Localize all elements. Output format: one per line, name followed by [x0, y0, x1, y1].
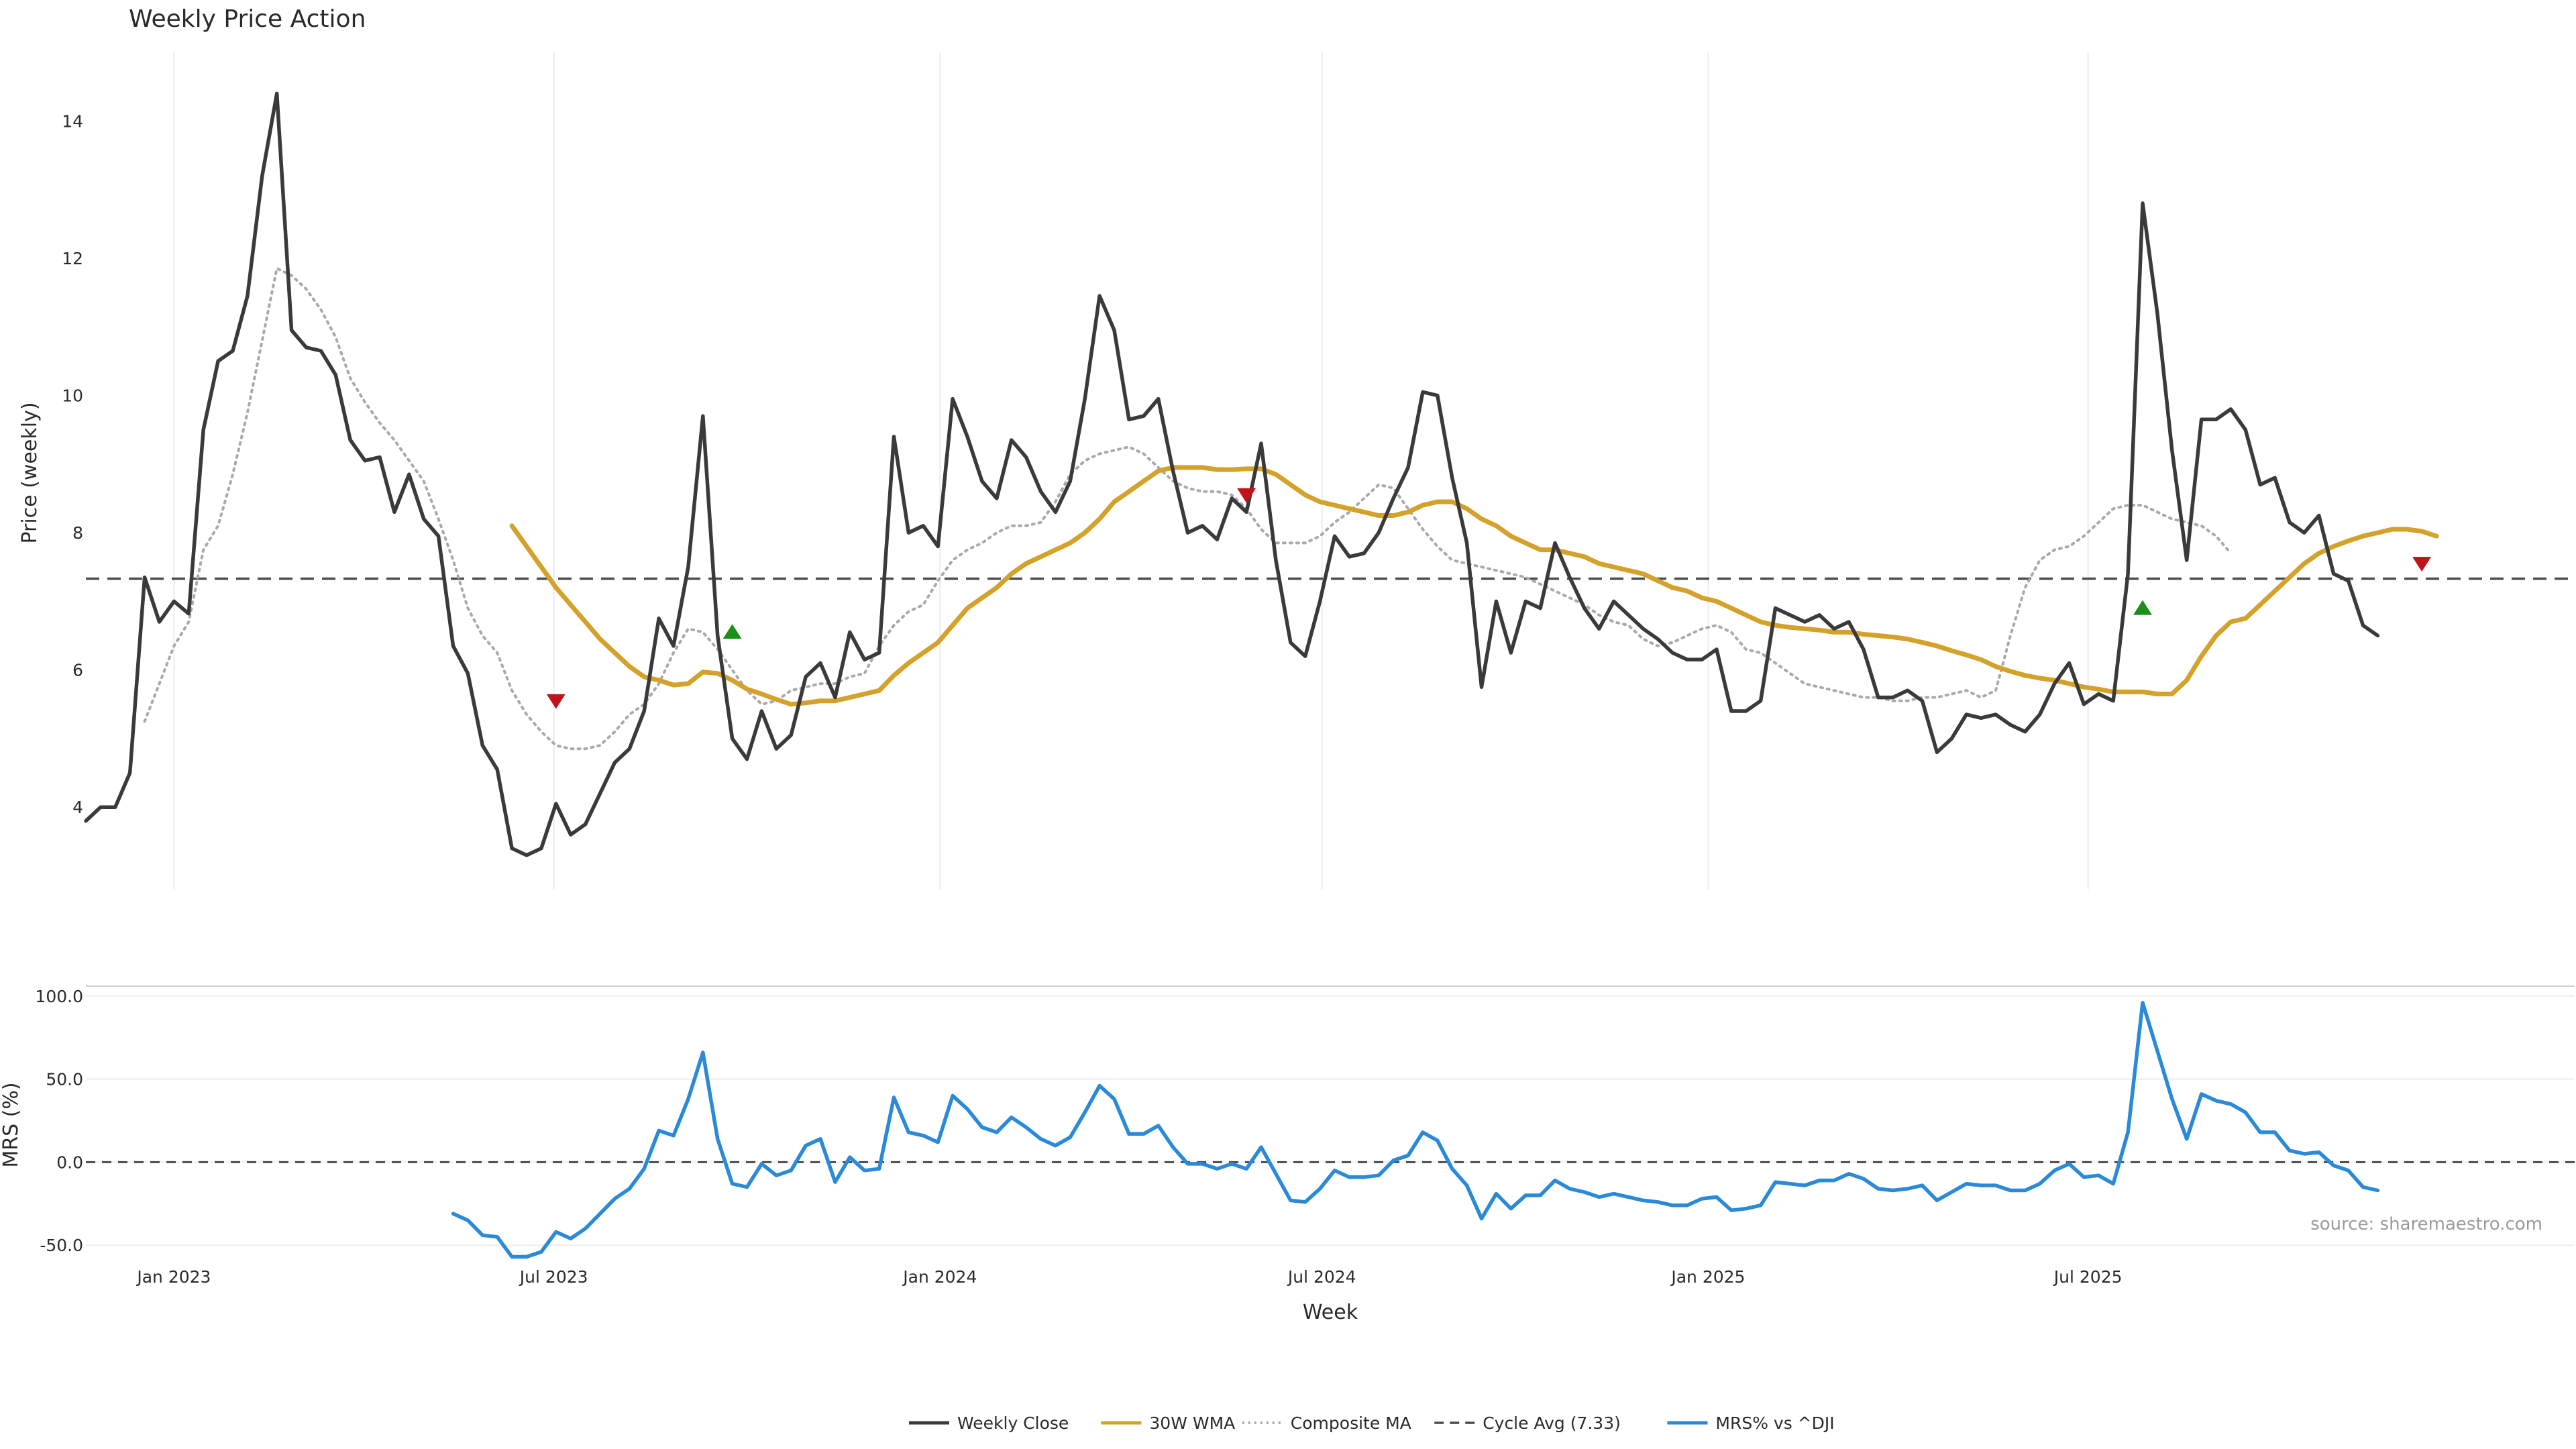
- wma-30w-line: [509, 465, 2439, 707]
- axes-layer: Jan 2023 Jul 2023 Jan 2024 Jul 2024 Jan 2025…: [35, 111, 2575, 1287]
- price-y-axis-label: Price (weekly): [18, 402, 42, 543]
- mrs-y-tick-label: -50.0: [40, 1236, 83, 1255]
- grid-layer: [86, 52, 2575, 1246]
- x-tick-label: Jan 2025: [1670, 1267, 1745, 1287]
- x-tick-label: Jul 2025: [2053, 1267, 2123, 1287]
- buy-signal-marker: [722, 624, 742, 639]
- mrs-line: [451, 1001, 2380, 1259]
- legend-item: 30W WMA: [1149, 1413, 1235, 1433]
- sell-signal-marker: [546, 694, 566, 709]
- mrs-y-tick-label: 50.0: [46, 1070, 83, 1089]
- sell-signal-marker: [2412, 557, 2432, 572]
- weekly-close-line: [84, 91, 2380, 857]
- legend-item: Cycle Avg (7.33): [1483, 1413, 1621, 1433]
- chart-title: Weekly Price Action: [129, 5, 366, 33]
- series-layer: [84, 91, 2439, 1259]
- x-tick-label: Jul 2024: [1287, 1267, 1356, 1287]
- price-y-tick-label: 4: [72, 798, 83, 817]
- legend-item: Composite MA: [1291, 1413, 1411, 1433]
- price-y-tick-label: 8: [72, 523, 83, 543]
- source-note: source: sharemaestro.com: [2310, 1214, 2542, 1234]
- x-axis-label: Week: [1303, 1301, 1358, 1324]
- reference-lines-layer: [86, 577, 2575, 1163]
- x-tick-label: Jul 2023: [519, 1267, 588, 1287]
- signals-layer: [546, 488, 2432, 709]
- x-tick-label: Jan 2024: [902, 1267, 977, 1287]
- price-y-tick-label: 14: [62, 111, 83, 131]
- price-y-tick-label: 6: [72, 661, 83, 680]
- price-y-tick-label: 12: [62, 249, 83, 268]
- buy-signal-marker: [2133, 600, 2152, 615]
- x-tick-label: Jan 2023: [136, 1267, 211, 1287]
- mrs-y-tick-label: 0.0: [56, 1152, 83, 1172]
- legend-item: MRS% vs ^DJI: [1715, 1413, 1834, 1433]
- sell-signal-marker: [1237, 488, 1256, 503]
- legend-item: Weekly Close: [957, 1413, 1069, 1433]
- composite-ma-line: [143, 267, 2233, 751]
- mrs-y-tick-label: 100.0: [35, 987, 83, 1006]
- legend: Weekly Close 30W WMA Composite MA Cycle Avg…: [909, 1413, 1835, 1433]
- price-y-tick-label: 10: [62, 386, 83, 405]
- mrs-y-axis-label: MRS (%): [0, 1082, 23, 1167]
